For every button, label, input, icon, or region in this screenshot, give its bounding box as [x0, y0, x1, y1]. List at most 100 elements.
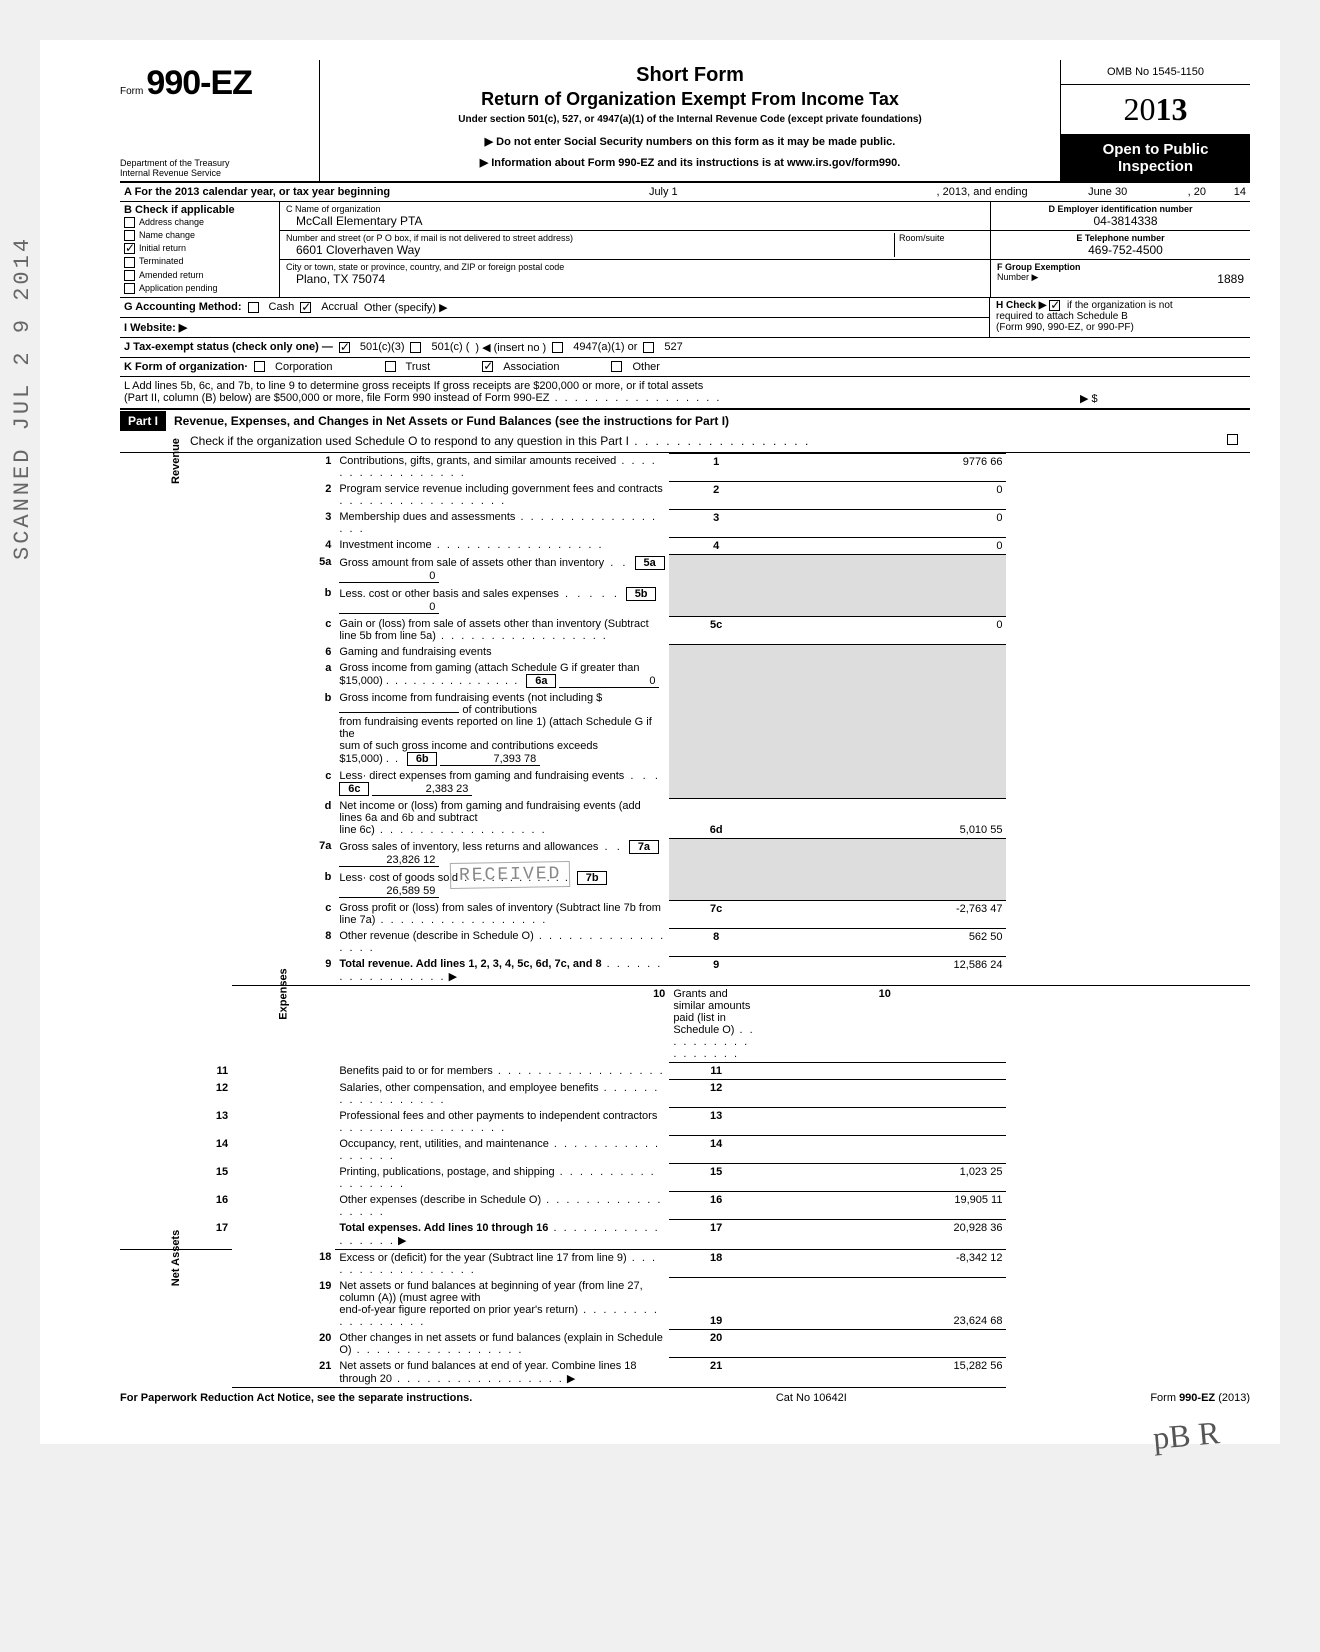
l5a-text: Gross amount from sale of assets other t… [339, 557, 604, 569]
l4-box: 4 [669, 537, 763, 554]
l13-amt [763, 1108, 1006, 1136]
l12-num: 12 [120, 1080, 232, 1108]
l13-num: 13 [120, 1108, 232, 1136]
open-inspection: Open to Public Inspection [1061, 135, 1250, 181]
row-l: L Add lines 5b, 6c, and 7b, to line 9 to… [120, 377, 1250, 409]
l3-text: Membership dues and assessments [335, 509, 669, 537]
j-b: 501(c) ( [431, 341, 469, 353]
l6a-num: a [232, 660, 335, 690]
l18-text: Excess or (deficit) for the year (Subtra… [335, 1249, 669, 1278]
l4-amt: 0 [763, 537, 1006, 554]
b-item-label: Initial return [139, 243, 186, 253]
g-cash-check[interactable] [248, 302, 259, 313]
b-item-check[interactable] [124, 243, 135, 254]
l17-text: Total expenses. Add lines 10 through 16 [339, 1222, 548, 1234]
l15-num: 15 [120, 1164, 232, 1192]
k-corp-check[interactable] [254, 361, 265, 372]
c-street-row: Number and street (or P O box, if mail i… [280, 231, 990, 260]
l6-num: 6 [232, 644, 335, 660]
header-mid: Short Form Return of Organization Exempt… [320, 60, 1060, 181]
g-accrual: Accrual [321, 301, 358, 313]
j-501c3-check[interactable] [339, 342, 350, 353]
l12-text: Salaries, other compensation, and employ… [335, 1080, 669, 1108]
l5b-shade2 [763, 585, 1006, 616]
h-txt: if the organization is not [1067, 300, 1173, 311]
d-value: 04-3814338 [997, 214, 1244, 228]
j-4947-check[interactable] [552, 342, 563, 353]
h-check[interactable] [1049, 300, 1060, 311]
l7a-ibox: 7a [629, 840, 659, 854]
k-assoc-check[interactable] [482, 361, 493, 372]
l20-num: 20 [232, 1330, 335, 1358]
f-row: F Group Exemption Number ▶ 1889 [991, 260, 1250, 288]
l6a-text2: $15,000) [339, 675, 382, 687]
b-item-check[interactable] [124, 230, 135, 241]
b-item-check[interactable] [124, 217, 135, 228]
l7c-box: 7c [669, 900, 763, 928]
l10-box: 10 [763, 986, 1006, 1063]
open-line2: Inspection [1063, 158, 1248, 175]
k-other-check[interactable] [611, 361, 622, 372]
l11-amt [763, 1063, 1006, 1080]
l6c-num: c [232, 768, 335, 798]
j-501c-check[interactable] [410, 342, 421, 353]
l1-amt: 9776 66 [763, 453, 1006, 481]
j-label: J Tax-exempt status (check only one) — [124, 341, 333, 353]
l5b-cell: Less. cost or other basis and sales expe… [335, 585, 669, 616]
l7b-num: b [232, 869, 335, 900]
l6b-shade [669, 690, 763, 768]
l21-box: 21 [669, 1358, 763, 1388]
l9-text: Total revenue. Add lines 1, 2, 3, 4, 5c,… [339, 958, 601, 970]
l14-box: 14 [669, 1136, 763, 1164]
l6a-cell: Gross income from gaming (attach Schedul… [335, 660, 669, 690]
b-item: Name change [124, 229, 275, 242]
l14-num: 14 [120, 1136, 232, 1164]
l14-text: Occupancy, rent, utilities, and maintena… [335, 1136, 669, 1164]
f-label2: Number ▶ [997, 272, 1038, 286]
l5a-shade [669, 554, 763, 585]
l1-num: 1 [232, 453, 335, 481]
b-item-check[interactable] [124, 283, 135, 294]
l7a-shade2 [763, 838, 1006, 869]
part1-check[interactable] [1227, 434, 1238, 445]
open-line1: Open to Public [1063, 141, 1248, 158]
col-b: B Check if applicable Address changeName… [120, 202, 280, 297]
l18-amt: -8,342 12 [763, 1249, 1006, 1278]
c-street-label: Number and street (or P O box, if mail i… [286, 233, 894, 243]
l12-box: 12 [669, 1080, 763, 1108]
l21-cell: Net assets or fund balances at end of ye… [335, 1358, 669, 1388]
part1-label: Part I [120, 411, 166, 431]
tax-year: 2013 [1061, 85, 1250, 135]
l16-amt: 19,905 11 [763, 1192, 1006, 1220]
j-c: ) ◀ (insert no ) [475, 341, 546, 354]
l18-num: 18 [232, 1249, 335, 1278]
j-527-check[interactable] [643, 342, 654, 353]
l6b-ibox: 6b [407, 752, 437, 766]
l1-box: 1 [669, 453, 763, 481]
l6b-shade2 [763, 690, 1006, 768]
l11-text: Benefits paid to or for members [335, 1063, 669, 1080]
l5b-text: Less. cost or other basis and sales expe… [339, 588, 559, 600]
l7b-cell: Less· cost of goods sold . . . . . . . .… [335, 869, 669, 900]
b-item-check[interactable] [124, 257, 135, 268]
k-trust: Trust [406, 361, 431, 373]
l13-box: 13 [669, 1108, 763, 1136]
l7b-shade [669, 869, 763, 900]
g-accrual-check[interactable] [300, 302, 311, 313]
row-j: J Tax-exempt status (check only one) — 5… [120, 338, 1250, 358]
form-number: 990-EZ [146, 64, 252, 102]
b-item: Terminated [124, 255, 275, 268]
col-c: C Name of organization McCall Elementary… [280, 202, 990, 297]
row-h: H Check ▶ if the organization is not req… [990, 298, 1250, 337]
b-label: B Check if applicable [124, 204, 275, 216]
l6d-text2: line 6c) [339, 824, 546, 836]
k-trust-check[interactable] [385, 361, 396, 372]
g-label: G Accounting Method: [124, 301, 242, 313]
revenue-vlabel: Revenue [120, 453, 232, 1063]
l8-text: Other revenue (describe in Schedule O) [335, 928, 669, 956]
l6-shade2 [763, 644, 1006, 660]
col-def: D Employer identification number 04-3814… [990, 202, 1250, 297]
l2-box: 2 [669, 481, 763, 509]
b-item-check[interactable] [124, 270, 135, 281]
l6a-iamt: 0 [559, 675, 659, 688]
